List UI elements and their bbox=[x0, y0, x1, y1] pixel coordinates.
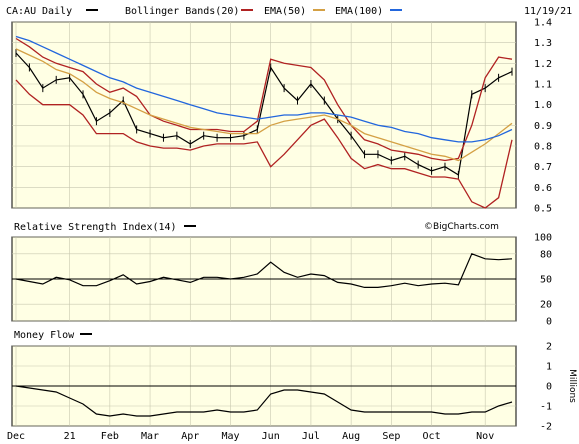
y-tick-label: 80 bbox=[540, 249, 552, 260]
y-tick-label: 50 bbox=[540, 275, 552, 286]
y-tick-label: 0.6 bbox=[534, 183, 552, 194]
y-tick-label: 0.7 bbox=[534, 162, 552, 173]
y-tick-label: 1.4 bbox=[534, 18, 552, 29]
y-tick-label: 0.9 bbox=[534, 121, 552, 132]
y-tick-label: 2 bbox=[546, 342, 552, 353]
x-tick-label: Jun bbox=[262, 431, 280, 442]
interval-label: Daily bbox=[42, 6, 72, 17]
series-ema50 bbox=[15, 48, 513, 162]
watermark: ©BigCharts.com bbox=[424, 222, 499, 232]
y-tick-label: 1.1 bbox=[534, 80, 552, 91]
x-tick-label: Nov bbox=[476, 431, 494, 442]
price-panel bbox=[11, 21, 517, 209]
y-tick-label: 1.2 bbox=[534, 59, 552, 70]
y-tick-label: 0.8 bbox=[534, 142, 552, 153]
series-ema100 bbox=[15, 35, 513, 143]
x-tick-label: Feb bbox=[101, 431, 119, 442]
legend-label-bb: Bollinger Bands(20) bbox=[125, 6, 239, 17]
money-flow-axis-label: Millions bbox=[567, 369, 577, 403]
x-tick-label: Dec bbox=[7, 431, 25, 442]
y-tick-label: 20 bbox=[540, 300, 552, 311]
money-flow-title: Money Flow bbox=[14, 330, 75, 341]
x-tick-label: Mar bbox=[141, 431, 159, 442]
y-tick-label: -1 bbox=[540, 402, 552, 413]
rsi-title: Relative Strength Index(14) bbox=[14, 222, 177, 233]
y-tick-label: 100 bbox=[534, 233, 552, 244]
x-tick-label: Sep bbox=[382, 431, 400, 442]
x-tick-label: Aug bbox=[342, 431, 360, 442]
y-tick-label: 1 bbox=[546, 362, 552, 373]
legend-label-ema100: EMA(100) bbox=[335, 6, 383, 17]
symbol-label: CA:AU bbox=[6, 6, 36, 17]
series-price bbox=[15, 52, 513, 176]
chart-date: 11/19/21 bbox=[524, 6, 572, 17]
x-tick-label: May bbox=[221, 431, 239, 442]
series-money-flow bbox=[15, 385, 513, 417]
y-tick-label: 1.0 bbox=[534, 100, 552, 111]
x-tick-label: 21 bbox=[64, 431, 76, 442]
y-tick-label: 0 bbox=[546, 382, 552, 393]
x-tick-label: Jul bbox=[302, 431, 320, 442]
y-tick-label: -2 bbox=[540, 422, 552, 433]
y-tick-label: 0 bbox=[546, 317, 552, 328]
series-bb-lower bbox=[15, 79, 513, 209]
y-tick-label: 1.3 bbox=[534, 38, 552, 49]
series-bb-upper bbox=[15, 37, 513, 162]
legend-label-ema50: EMA(50) bbox=[264, 6, 306, 17]
x-tick-label: Apr bbox=[181, 431, 199, 442]
y-tick-label: 0.5 bbox=[534, 204, 552, 215]
series-rsi bbox=[15, 253, 513, 288]
x-tick-label: Oct bbox=[423, 431, 441, 442]
